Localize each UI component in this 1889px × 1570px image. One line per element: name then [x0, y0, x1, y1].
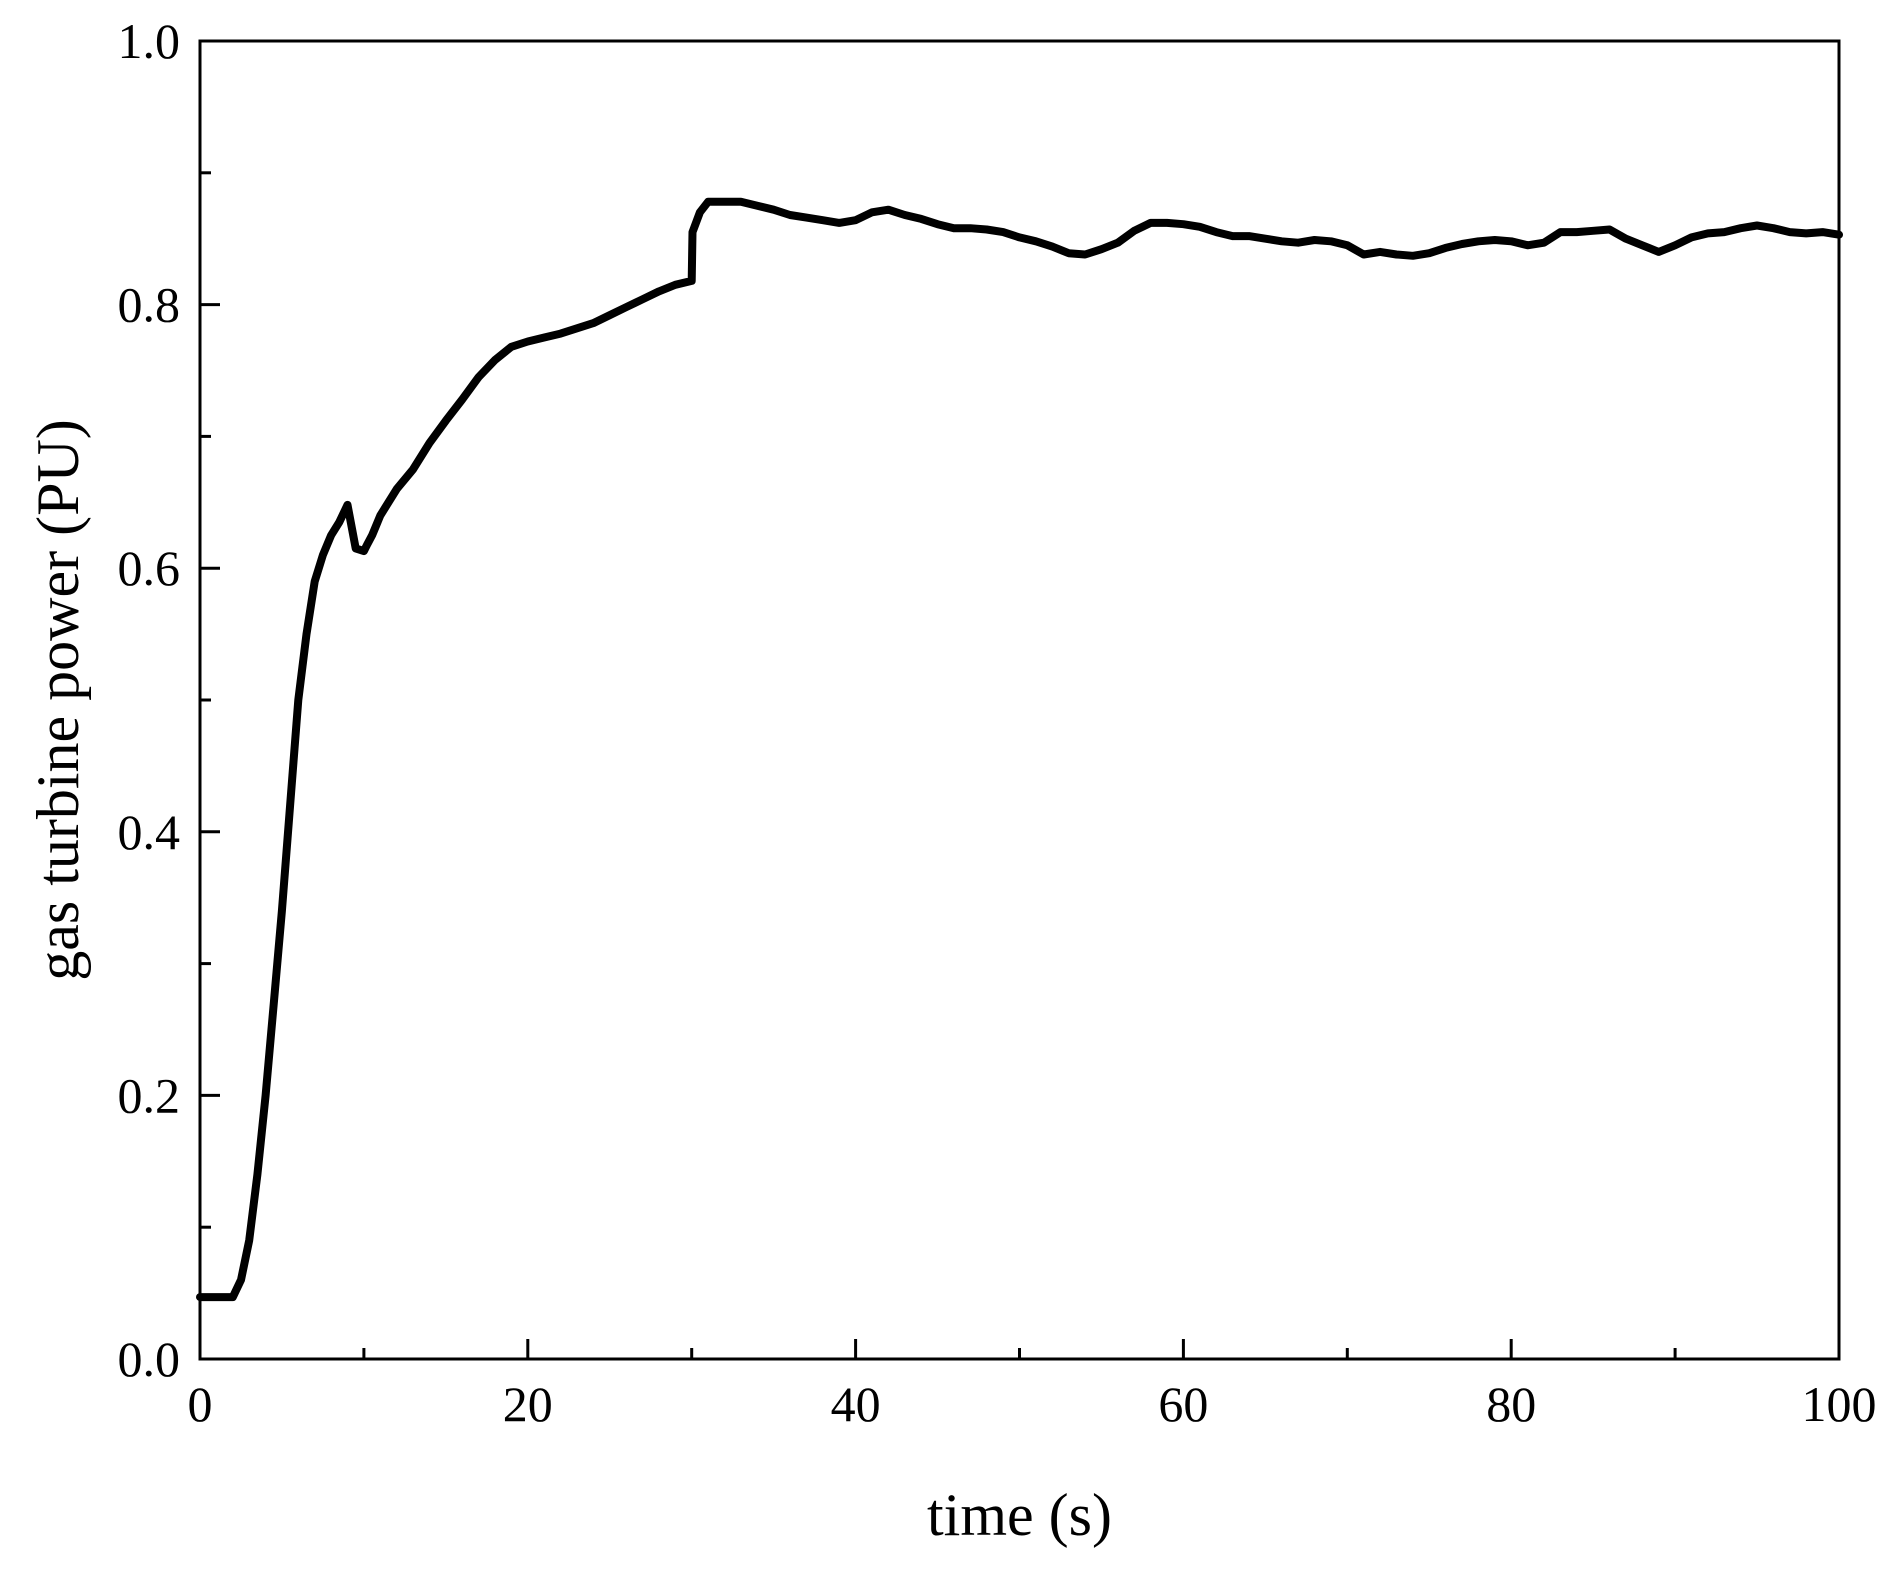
y-axis-title: gas turbine power (PU): [25, 419, 91, 981]
y-tick-label: 0.2: [118, 1067, 181, 1123]
x-tick-label: 20: [503, 1376, 553, 1432]
x-tick-label: 80: [1486, 1376, 1536, 1432]
series-line-0: [196, 197, 1843, 1302]
x-tick-label: 0: [188, 1376, 213, 1432]
x-tick-label: 100: [1802, 1376, 1877, 1432]
y-tick-label: 0.6: [118, 540, 181, 596]
y-tick-label: 0.0: [118, 1331, 181, 1387]
x-axis: 0 20 40 60 80 100: [188, 1339, 1877, 1432]
y-tick-label: 0.4: [118, 804, 181, 860]
x-tick-label: 40: [831, 1376, 881, 1432]
x-tick-label: 60: [1158, 1376, 1208, 1432]
y-tick-label: 0.8: [118, 277, 181, 333]
y-tick-label: 1.0: [118, 13, 181, 69]
series-layer: [196, 197, 1843, 1302]
y-axis: 0.0 0.2 0.4 0.6 0.8 1.0: [118, 13, 220, 1387]
x-axis-title: time (s): [927, 1482, 1112, 1548]
